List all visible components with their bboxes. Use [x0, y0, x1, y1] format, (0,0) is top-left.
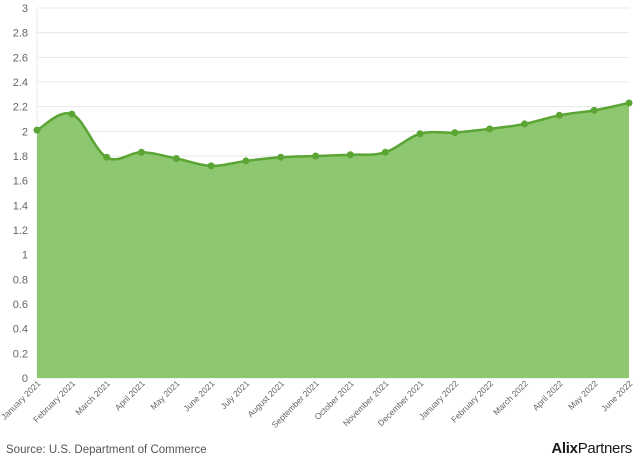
data-point[interactable] [416, 130, 424, 138]
data-point[interactable] [346, 151, 354, 159]
y-tick-label: 1 [22, 250, 28, 262]
alixpartners-logo: AlixPartners [551, 440, 632, 457]
x-tick-label: April 2021 [113, 378, 147, 412]
data-point[interactable] [103, 153, 111, 161]
area-chart: 0 0.2 0.4 0.6 0.8 1 1.2 1.4 1.6 1.8 2 2.2 2.4 2.6 2.8 3… [0, 3, 635, 430]
data-point[interactable] [555, 111, 563, 119]
data-point[interactable] [207, 162, 215, 170]
source-note: Source: U.S. Department of Commerce [6, 444, 207, 456]
data-point[interactable] [625, 99, 633, 107]
data-point[interactable] [381, 148, 389, 156]
y-tick-label: 2.2 [13, 102, 28, 114]
data-point[interactable] [590, 106, 598, 114]
y-axis-ticks: 0 0.2 0.4 0.6 0.8 1 1.2 1.4 1.6 1.8 2 2.2 2.4 2.6 2.8 3 [13, 3, 28, 385]
data-point[interactable] [137, 148, 145, 156]
area-fill [37, 102, 629, 378]
y-tick-label: 2 [22, 126, 28, 138]
x-tick-label: June 2022 [599, 378, 634, 413]
x-tick-label: May 2022 [566, 378, 600, 412]
y-tick-label: 2.4 [13, 77, 28, 89]
y-tick-label: 1.6 [13, 176, 28, 188]
x-tick-label: July 2021 [219, 378, 252, 411]
y-tick-label: 2.6 [13, 52, 28, 64]
logo-text-part2: Partners [577, 440, 633, 457]
data-point[interactable] [521, 120, 529, 128]
logo-text-part1: Alix [551, 440, 578, 457]
y-tick-label: 0.6 [13, 299, 28, 311]
y-tick-label: 2.8 [13, 28, 28, 40]
data-point[interactable] [277, 153, 285, 161]
x-tick-label: April 2022 [531, 378, 565, 412]
data-point[interactable] [242, 157, 250, 165]
y-tick-label: 0.4 [13, 324, 28, 336]
x-tick-label: May 2021 [148, 378, 182, 412]
data-points [33, 99, 633, 170]
y-tick-label: 0.2 [13, 348, 28, 360]
data-point[interactable] [172, 154, 180, 162]
data-point[interactable] [33, 126, 41, 134]
x-tick-label: March 2022 [491, 378, 530, 417]
data-point[interactable] [312, 152, 320, 160]
data-point[interactable] [68, 110, 76, 118]
y-tick-label: 0 [22, 373, 28, 385]
x-tick-label: June 2021 [181, 378, 216, 413]
data-point[interactable] [451, 129, 459, 137]
y-tick-label: 0.8 [13, 274, 28, 286]
y-tick-label: 1.2 [13, 225, 28, 237]
y-tick-label: 1.4 [13, 200, 28, 212]
y-tick-label: 3 [22, 3, 28, 15]
y-tick-label: 1.8 [13, 151, 28, 163]
area-fill-group [37, 102, 629, 378]
x-tick-label: March 2021 [73, 378, 112, 417]
data-point[interactable] [486, 125, 494, 133]
